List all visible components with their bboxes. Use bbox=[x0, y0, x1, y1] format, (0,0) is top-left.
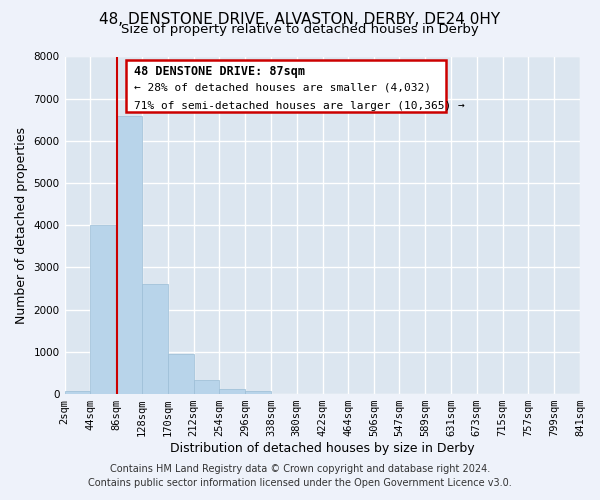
Y-axis label: Number of detached properties: Number of detached properties bbox=[15, 127, 28, 324]
FancyBboxPatch shape bbox=[127, 60, 446, 112]
Bar bbox=[65, 391, 91, 394]
Text: 48, DENSTONE DRIVE, ALVASTON, DERBY, DE24 0HY: 48, DENSTONE DRIVE, ALVASTON, DERBY, DE2… bbox=[100, 12, 500, 28]
Bar bbox=[194, 380, 220, 394]
Bar bbox=[168, 354, 194, 394]
Text: 71% of semi-detached houses are larger (10,365) →: 71% of semi-detached houses are larger (… bbox=[134, 100, 465, 110]
Text: Size of property relative to detached houses in Derby: Size of property relative to detached ho… bbox=[121, 22, 479, 36]
Bar bbox=[220, 388, 245, 394]
Bar bbox=[142, 284, 168, 394]
Text: 48 DENSTONE DRIVE: 87sqm: 48 DENSTONE DRIVE: 87sqm bbox=[134, 65, 305, 78]
Text: Contains HM Land Registry data © Crown copyright and database right 2024.
Contai: Contains HM Land Registry data © Crown c… bbox=[88, 464, 512, 487]
Bar bbox=[91, 226, 116, 394]
Bar bbox=[116, 116, 142, 394]
Text: ← 28% of detached houses are smaller (4,032): ← 28% of detached houses are smaller (4,… bbox=[134, 83, 431, 93]
Bar bbox=[245, 391, 271, 394]
X-axis label: Distribution of detached houses by size in Derby: Distribution of detached houses by size … bbox=[170, 442, 475, 455]
